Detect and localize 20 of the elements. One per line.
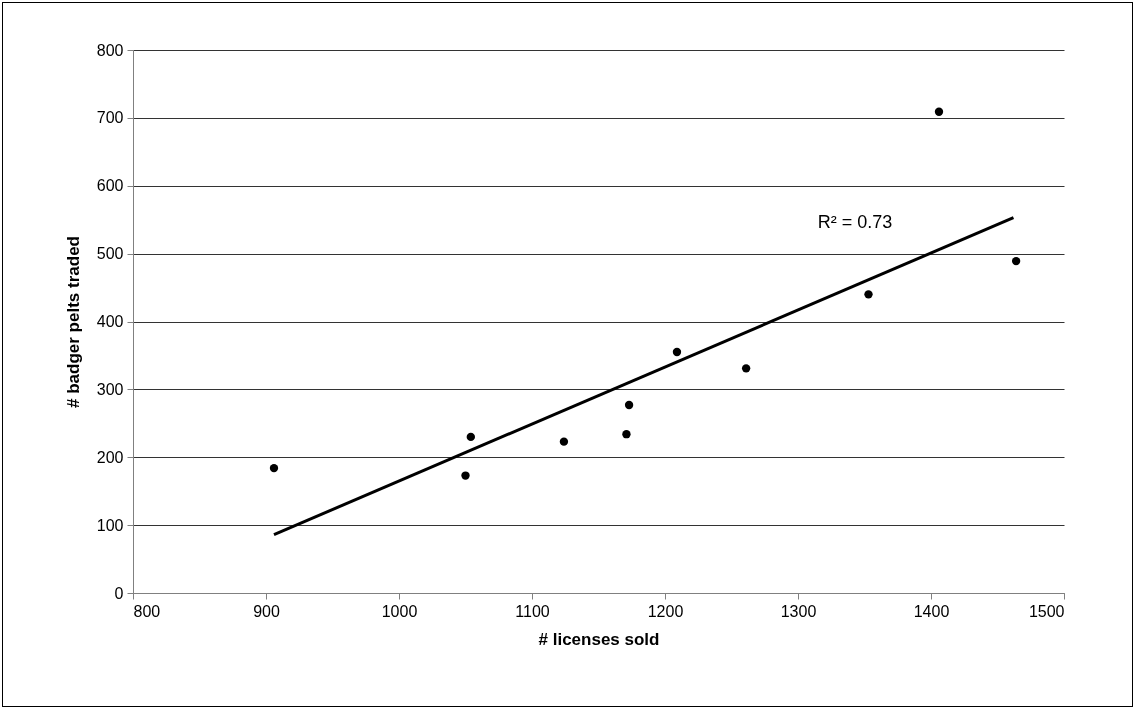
x-tick-label: 1100	[515, 602, 550, 620]
y-tick-label: 600	[96, 177, 124, 195]
x-tick-label: 800	[133, 602, 161, 620]
y-tick-label: 500	[96, 245, 124, 263]
y-tick-label: 0	[114, 584, 124, 602]
x-tick-label: 1400	[913, 602, 950, 620]
y-tick-label: 400	[96, 313, 124, 330]
x-tick-label: 1500	[1028, 602, 1065, 620]
annotation: R² = 0.73	[817, 212, 893, 232]
y-axis-title: # badger pelts traded	[63, 236, 83, 408]
y-tick-label: 800	[96, 41, 124, 59]
x-tick-label: 1200	[647, 602, 684, 620]
x-tick-label: 1300	[780, 602, 817, 620]
y-tick-label: 100	[96, 516, 124, 534]
x-axis-title: # licenses sold	[538, 629, 660, 649]
y-tick-label: 700	[96, 109, 124, 127]
x-tick-label: 1000	[381, 602, 418, 620]
y-tick-label: 300	[96, 380, 124, 398]
x-tick-label: 900	[253, 602, 280, 620]
y-tick-label: 200	[96, 448, 124, 466]
